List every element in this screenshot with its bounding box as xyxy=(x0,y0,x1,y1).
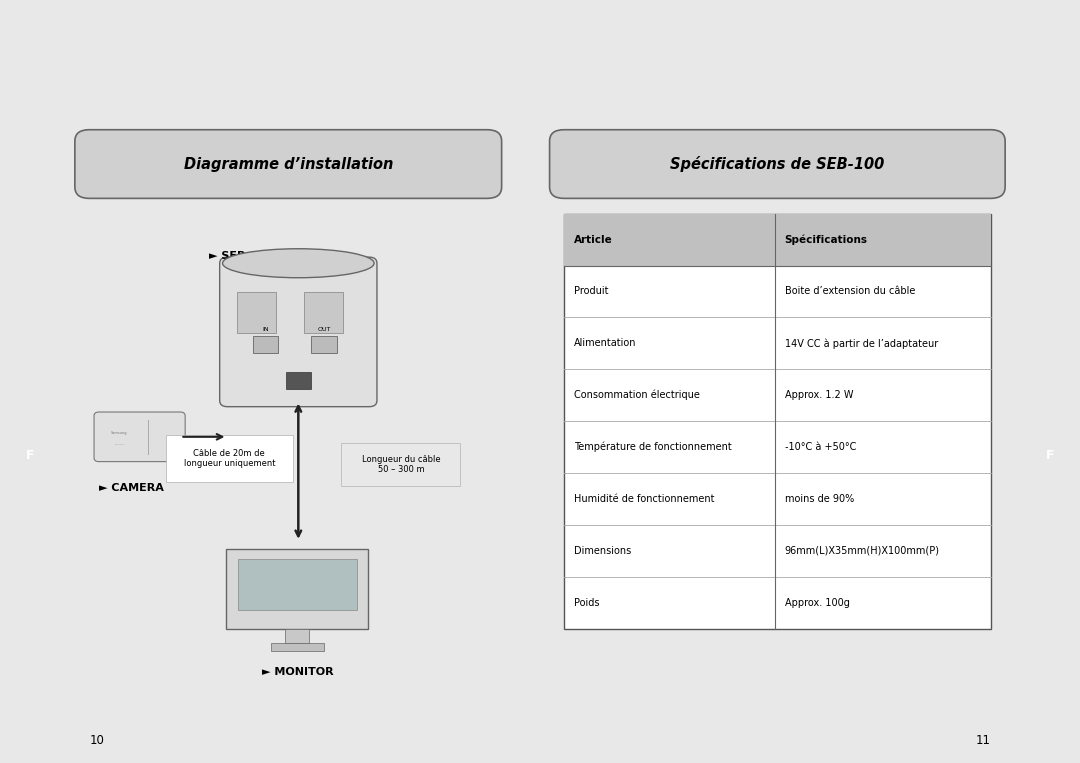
Text: Diagramme d’installation: Diagramme d’installation xyxy=(184,156,393,172)
Text: Température de fonctionnement: Température de fonctionnement xyxy=(573,442,731,452)
Text: Câble de 20m de
longueur uniquement: Câble de 20m de longueur uniquement xyxy=(184,449,275,468)
Text: Approx. 100g: Approx. 100g xyxy=(784,597,850,608)
FancyBboxPatch shape xyxy=(94,412,185,462)
Text: Approx. 1.2 W: Approx. 1.2 W xyxy=(784,390,853,401)
FancyBboxPatch shape xyxy=(237,292,276,333)
Bar xyxy=(253,336,279,353)
Text: 96mm(L)X35mm(H)X100mm(P): 96mm(L)X35mm(H)X100mm(P) xyxy=(784,546,940,556)
Text: F: F xyxy=(1045,449,1054,462)
Text: Spécifications: Spécifications xyxy=(784,234,867,245)
FancyBboxPatch shape xyxy=(219,257,377,407)
Text: moins de 90%: moins de 90% xyxy=(784,494,854,504)
Bar xyxy=(311,336,337,353)
Text: ► CAMERA: ► CAMERA xyxy=(99,483,164,494)
Text: ______: ______ xyxy=(114,441,124,445)
Bar xyxy=(227,549,368,629)
FancyBboxPatch shape xyxy=(166,435,293,482)
Text: Poids: Poids xyxy=(573,597,599,608)
Text: -10°C à +50°C: -10°C à +50°C xyxy=(784,442,856,452)
Bar xyxy=(564,214,990,266)
Text: Boite d’extension du câble: Boite d’extension du câble xyxy=(784,286,915,297)
Text: Alimentation: Alimentation xyxy=(573,338,636,349)
Text: ► SEB-100: ► SEB-100 xyxy=(210,250,273,261)
Bar xyxy=(238,559,356,610)
Ellipse shape xyxy=(222,249,374,278)
Text: Dimensions: Dimensions xyxy=(573,546,631,556)
FancyBboxPatch shape xyxy=(303,292,342,333)
Text: IN: IN xyxy=(262,327,269,332)
Bar xyxy=(564,214,990,629)
Text: Article: Article xyxy=(573,234,612,245)
Text: Spécifications de SEB-100: Spécifications de SEB-100 xyxy=(671,156,885,172)
Text: Produit: Produit xyxy=(573,286,608,297)
Bar xyxy=(286,372,311,389)
Text: OUT: OUT xyxy=(318,327,330,332)
Bar xyxy=(271,643,324,651)
Text: Consommation électrique: Consommation électrique xyxy=(573,390,700,401)
Text: F: F xyxy=(26,449,35,462)
Text: 11: 11 xyxy=(975,733,990,747)
Text: Humidité de fonctionnement: Humidité de fonctionnement xyxy=(573,494,714,504)
Text: Longueur du câble
50 – 300 m: Longueur du câble 50 – 300 m xyxy=(362,455,441,475)
FancyBboxPatch shape xyxy=(75,130,501,198)
FancyBboxPatch shape xyxy=(341,443,460,486)
Text: 14V CC à partir de l’adaptateur: 14V CC à partir de l’adaptateur xyxy=(784,338,937,349)
Text: Samsung: Samsung xyxy=(111,430,127,435)
Bar xyxy=(285,629,309,643)
Text: 10: 10 xyxy=(90,733,104,747)
FancyBboxPatch shape xyxy=(550,130,1005,198)
Text: ► MONITOR: ► MONITOR xyxy=(261,667,333,678)
